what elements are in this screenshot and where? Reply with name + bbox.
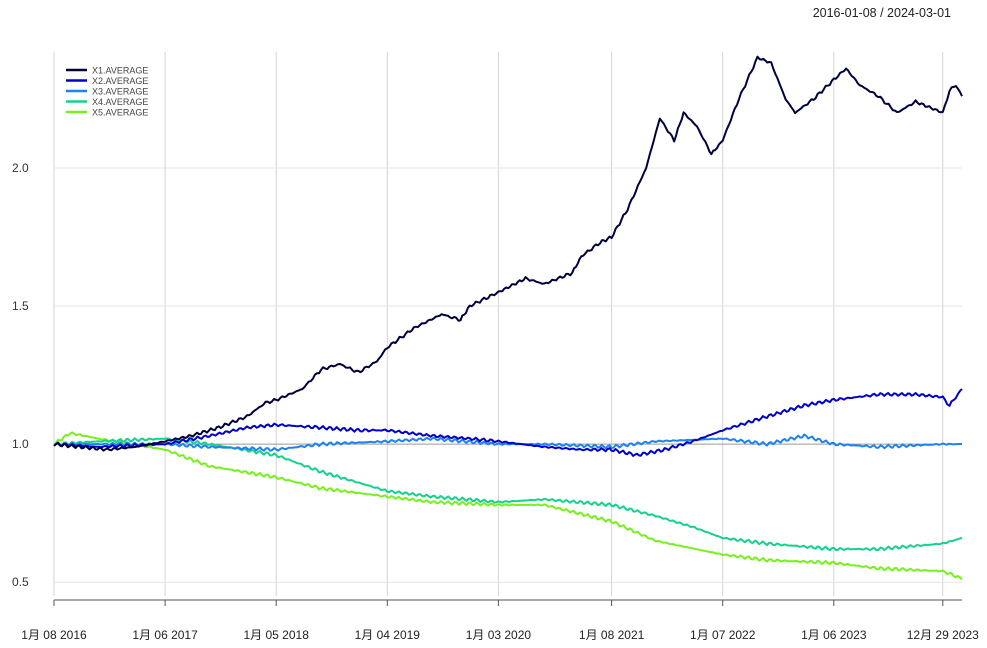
series-lines (53, 55, 963, 581)
x-axis: 1月 08 2016 1月 06 2017 1月 05 2018 1月 04 2019… (21, 599, 979, 642)
x-tick-label: 1月 04 2019 (355, 628, 421, 642)
y-tick-label: 1.5 (12, 299, 29, 313)
series-line-x3-average (53, 433, 963, 452)
date-range-label: 2016-01-08 / 2024-03-01 (812, 6, 951, 20)
legend-label: X5.AVERAGE (92, 108, 148, 118)
x-tick-label: 1月 03 2020 (466, 628, 532, 642)
y-tick-label: 0.5 (12, 575, 29, 589)
legend-label: X1.AVERAGE (92, 66, 148, 76)
x-tick-label: 1月 06 2023 (801, 628, 867, 642)
grid (53, 52, 962, 596)
legend-label: X3.AVERAGE (92, 87, 148, 97)
x-tick-label: 1月 08 2021 (579, 628, 645, 642)
legend: X1.AVERAGEX2.AVERAGEX3.AVERAGEX4.AVERAGE… (66, 66, 148, 118)
series-line-x1-average (53, 55, 963, 452)
series-line-x2-average (53, 388, 963, 457)
x-tick-label: 1月 07 2022 (690, 628, 756, 642)
y-axis: 0.5 1.0 1.5 2.0 (12, 161, 29, 589)
x-tick-label: 12月 29 2023 (907, 628, 979, 642)
x-tick-label: 1月 08 2016 (21, 628, 87, 642)
x-tick-label: 1月 06 2017 (132, 628, 198, 642)
x-tick-label: 1月 05 2018 (243, 628, 309, 642)
y-tick-label: 1.0 (12, 437, 29, 451)
series-line-x4-average (53, 437, 963, 552)
legend-label: X4.AVERAGE (92, 97, 148, 107)
legend-label: X2.AVERAGE (92, 76, 148, 86)
y-tick-label: 2.0 (12, 161, 29, 175)
series-line-x5-average (53, 431, 963, 581)
